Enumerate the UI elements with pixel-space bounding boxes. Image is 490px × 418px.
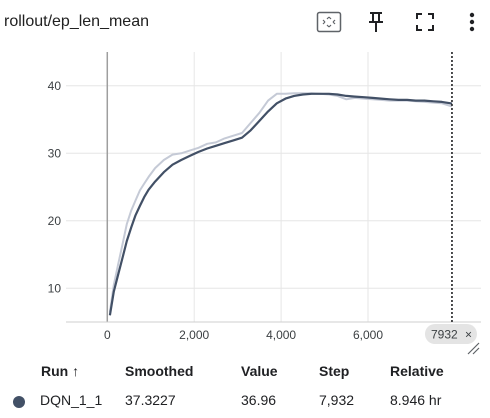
more-options-button[interactable] xyxy=(458,8,486,36)
y-tick-label: 30 xyxy=(48,146,62,160)
step-cursor-label: 7932 xyxy=(431,328,458,342)
fullscreen-icon xyxy=(416,13,434,31)
y-tick-label: 40 xyxy=(48,79,62,93)
y-tick-label: 20 xyxy=(48,214,62,228)
y-tick-label: 10 xyxy=(48,281,62,295)
fit-domain-icon xyxy=(316,11,342,33)
x-tick-label: 2,000 xyxy=(179,328,209,342)
more-vert-icon xyxy=(469,12,475,32)
run-color-icon xyxy=(13,396,25,408)
cell-step: 7,932 xyxy=(319,392,355,408)
pin-icon xyxy=(369,12,383,32)
cell-relative: 8.946 hr xyxy=(390,392,442,408)
header-value[interactable]: Value xyxy=(241,363,278,379)
smoothed-series-line xyxy=(108,92,453,316)
header-run[interactable]: Run ↑ xyxy=(41,363,80,379)
cell-smoothed: 37.3227 xyxy=(125,392,176,408)
x-tick-label: 6,000 xyxy=(353,328,383,342)
step-cursor-badge xyxy=(424,324,477,344)
pin-button[interactable] xyxy=(362,8,390,36)
header-relative[interactable]: Relative xyxy=(390,363,444,379)
resize-handle-icon[interactable] xyxy=(466,341,480,355)
header-smoothed[interactable]: Smoothed xyxy=(125,363,194,379)
fullscreen-button[interactable] xyxy=(411,8,439,36)
header-step[interactable]: Step xyxy=(319,363,350,379)
x-tick-label: 0 xyxy=(104,328,111,342)
close-icon[interactable]: × xyxy=(465,328,472,342)
cell-value: 36.96 xyxy=(241,392,277,408)
x-tick-label: 4,000 xyxy=(266,328,296,342)
cell-run: DQN_1_1 xyxy=(40,392,103,408)
chart-title: rollout/ep_len_mean xyxy=(4,13,149,30)
fit-domain-button[interactable] xyxy=(315,8,343,36)
line-chart[interactable]: 10 20 30 40 0 2,000 4,000 6,000 7932 × xyxy=(0,0,490,360)
